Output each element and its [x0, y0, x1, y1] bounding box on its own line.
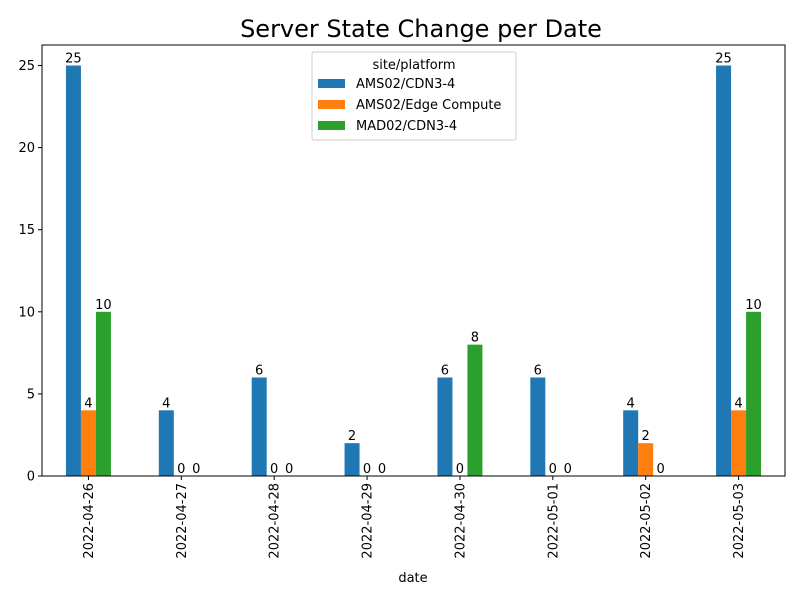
bar-ams02-cdn3-4-2022-05-01	[530, 377, 546, 476]
legend-title: site/platform	[372, 58, 455, 73]
legend-entries: AMS02/CDN3-4 AMS02/Edge Compute MAD02/CDN3…	[318, 77, 501, 134]
x-tick-label: 2022-05-03	[732, 483, 747, 559]
bar-value-label: 0	[192, 462, 200, 477]
legend-label: AMS02/CDN3-4	[356, 77, 455, 92]
y-axis-ticks: 0 5 10 15 20 25	[18, 59, 42, 485]
bar-ams02-cdn3-4-2022-04-28	[251, 377, 267, 476]
legend-label: AMS02/Edge Compute	[356, 98, 501, 113]
bar-value-label: 0	[657, 462, 665, 477]
x-axis-ticks: 2022-04-26 2022-04-27 2022-04-28 2022-04-29…	[82, 476, 747, 559]
y-tick-label: 10	[18, 305, 35, 320]
bar-mad02-cdn3-4-2022-05-03	[746, 311, 762, 476]
bar-value-label: 4	[627, 396, 635, 411]
x-tick-label: 2022-05-01	[546, 483, 561, 559]
y-tick-label: 20	[18, 141, 35, 156]
legend-swatch	[318, 100, 345, 109]
bar-value-label: 0	[564, 462, 572, 477]
y-tick-label: 25	[18, 59, 35, 74]
bar-value-label: 10	[95, 298, 112, 313]
bar-value-label: 4	[734, 396, 742, 411]
bar-value-label: 4	[84, 396, 92, 411]
bar-value-label: 0	[285, 462, 293, 477]
bar-value-label: 2	[348, 429, 356, 444]
y-tick-label: 5	[27, 387, 35, 402]
legend: site/platform AMS02/CDN3-4 AMS02/Edge Com…	[311, 51, 517, 141]
bar-ams02-cdn3-4-2022-05-02	[623, 410, 639, 476]
bar-value-label: 8	[471, 331, 479, 346]
bar-ams02-cdn3-4-2022-04-29	[344, 443, 360, 476]
bar-value-label: 4	[162, 396, 170, 411]
chart-title: Server State Change per Date	[240, 15, 602, 43]
bar-ams02-cdn3-4-2022-04-26	[65, 65, 81, 477]
bar-ams02-cdn3-4-2022-05-03	[716, 65, 732, 477]
x-tick-label: 2022-04-26	[82, 483, 97, 559]
x-tick-label: 2022-04-29	[361, 483, 376, 559]
bar-ams02-edge-compute-2022-04-26	[80, 410, 96, 476]
x-tick-label: 2022-05-02	[639, 483, 654, 559]
bar-ams02-cdn3-4-2022-04-27	[158, 410, 174, 476]
y-tick-label: 15	[18, 223, 35, 238]
bar-value-label: 6	[534, 363, 542, 378]
bar-value-label: 0	[378, 462, 386, 477]
bar-value-label: 0	[177, 462, 185, 477]
x-tick-label: 2022-04-30	[453, 483, 468, 559]
bar-value-label: 6	[441, 363, 449, 378]
legend-frame	[311, 51, 517, 141]
bar-value-label: 0	[270, 462, 278, 477]
bar-value-label: 0	[549, 462, 557, 477]
bar-value-label: 6	[255, 363, 263, 378]
bar-value-label: 10	[745, 298, 762, 313]
bar-value-label: 0	[363, 462, 371, 477]
x-axis-label: date	[398, 571, 427, 586]
legend-swatch	[318, 79, 345, 88]
x-tick-label: 2022-04-28	[268, 483, 283, 559]
bar-value-label: 0	[456, 462, 464, 477]
bar-value-label: 2	[642, 429, 650, 444]
axes-layer	[41, 44, 786, 477]
bar-value-label: 25	[65, 52, 82, 67]
bar-ams02-edge-compute-2022-05-03	[731, 410, 747, 476]
bars-layer	[65, 65, 762, 477]
legend-swatch	[318, 121, 345, 130]
x-tick-label: 2022-04-27	[175, 483, 190, 559]
bar-mad02-cdn3-4-2022-04-26	[95, 311, 111, 476]
plot-frame	[41, 44, 786, 477]
bar-value-label: 25	[715, 52, 732, 67]
bar-mad02-cdn3-4-2022-04-30	[467, 344, 483, 476]
bar-ams02-edge-compute-2022-05-02	[638, 443, 654, 476]
y-tick-label: 0	[27, 470, 35, 485]
bar-ams02-cdn3-4-2022-04-30	[437, 377, 453, 476]
legend-label: MAD02/CDN3-4	[356, 119, 457, 134]
